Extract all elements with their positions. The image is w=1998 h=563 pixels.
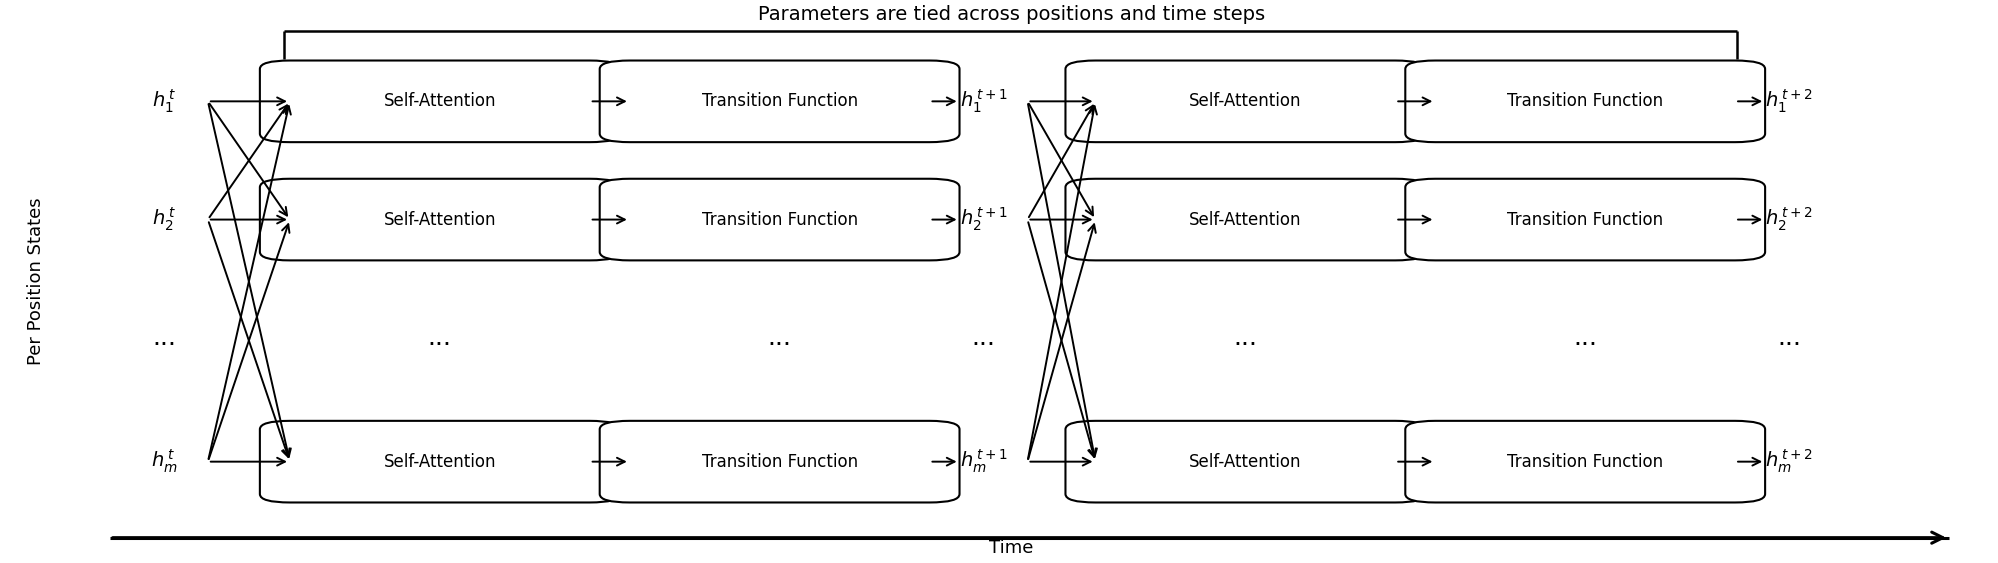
Text: Self-Attention: Self-Attention: [384, 211, 496, 229]
Text: Transition Function: Transition Function: [1506, 453, 1662, 471]
FancyBboxPatch shape: [1065, 179, 1425, 260]
FancyBboxPatch shape: [260, 421, 619, 502]
Text: Transition Function: Transition Function: [701, 92, 857, 110]
Text: $h_2^{\,t}$: $h_2^{\,t}$: [152, 206, 176, 233]
Text: Transition Function: Transition Function: [1506, 92, 1662, 110]
Text: Time: Time: [989, 539, 1033, 557]
Text: $h_1^{\,t+1}$: $h_1^{\,t+1}$: [959, 88, 1007, 115]
Text: Per Position States: Per Position States: [26, 198, 46, 365]
FancyBboxPatch shape: [1065, 421, 1425, 502]
Text: $h_2^{\,t+2}$: $h_2^{\,t+2}$: [1764, 206, 1812, 233]
Text: Transition Function: Transition Function: [701, 453, 857, 471]
FancyBboxPatch shape: [1405, 179, 1764, 260]
Text: ...: ...: [1572, 326, 1596, 350]
Text: $h_2^{\,t+1}$: $h_2^{\,t+1}$: [959, 206, 1007, 233]
Text: ...: ...: [971, 326, 995, 350]
FancyBboxPatch shape: [599, 421, 959, 502]
Text: $h_m^{\,t}$: $h_m^{\,t}$: [150, 448, 178, 475]
Text: ...: ...: [1233, 326, 1257, 350]
Text: Self-Attention: Self-Attention: [384, 453, 496, 471]
Text: Self-Attention: Self-Attention: [1189, 211, 1301, 229]
FancyBboxPatch shape: [599, 179, 959, 260]
FancyBboxPatch shape: [1065, 61, 1425, 142]
Text: $h_1^{\,t}$: $h_1^{\,t}$: [152, 88, 176, 115]
FancyBboxPatch shape: [599, 61, 959, 142]
Text: $h_1^{\,t+2}$: $h_1^{\,t+2}$: [1764, 88, 1812, 115]
Text: ...: ...: [1776, 326, 1800, 350]
Text: $h_m^{\,t+2}$: $h_m^{\,t+2}$: [1764, 448, 1812, 475]
Text: $h_m^{\,t+1}$: $h_m^{\,t+1}$: [959, 448, 1007, 475]
FancyBboxPatch shape: [260, 179, 619, 260]
Text: ...: ...: [428, 326, 452, 350]
Text: ...: ...: [152, 326, 176, 350]
FancyBboxPatch shape: [260, 61, 619, 142]
FancyBboxPatch shape: [1405, 61, 1764, 142]
FancyBboxPatch shape: [1405, 421, 1764, 502]
Text: ...: ...: [767, 326, 791, 350]
Text: Self-Attention: Self-Attention: [384, 92, 496, 110]
Text: Self-Attention: Self-Attention: [1189, 92, 1301, 110]
Text: Transition Function: Transition Function: [1506, 211, 1662, 229]
Text: Parameters are tied across positions and time steps: Parameters are tied across positions and…: [757, 5, 1265, 24]
Text: Transition Function: Transition Function: [701, 211, 857, 229]
Text: Self-Attention: Self-Attention: [1189, 453, 1301, 471]
